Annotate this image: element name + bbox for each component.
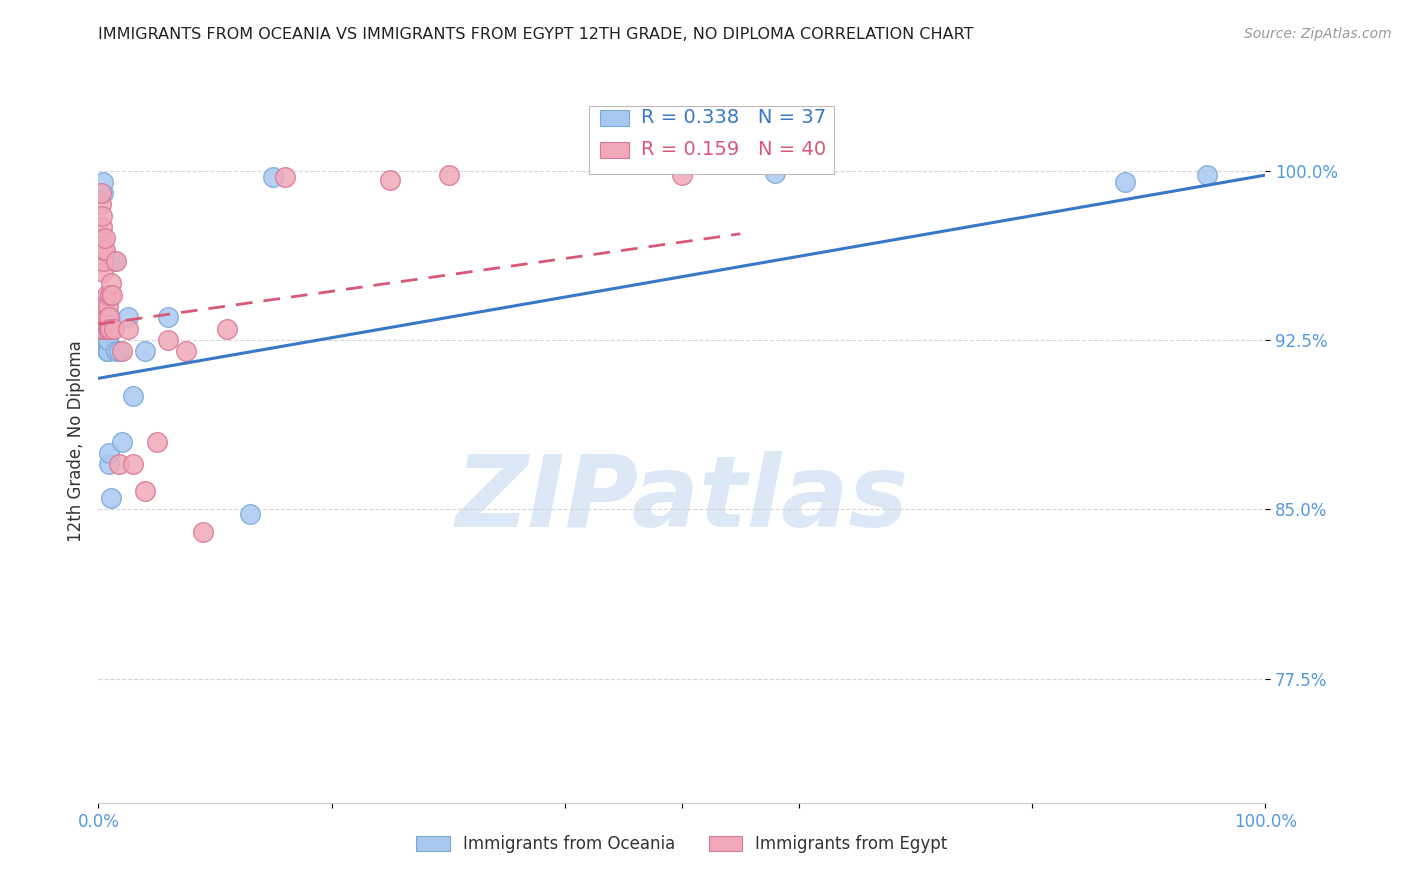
Point: [96, 310, 118, 325]
Point: [90, 310, 112, 325]
Text: IMMIGRANTS FROM OCEANIA VS IMMIGRANTS FROM EGYPT 12TH GRADE, NO DIPLOMA CORRELAT: IMMIGRANTS FROM OCEANIA VS IMMIGRANTS FR…: [98, 27, 974, 42]
Point: [93, 321, 115, 335]
Legend: Immigrants from Oceania, Immigrants from Egypt: Immigrants from Oceania, Immigrants from…: [409, 828, 955, 860]
Point: [157, 310, 180, 325]
Point: [96, 333, 118, 347]
Point: [103, 253, 125, 268]
Point: [101, 287, 124, 301]
Point: [239, 507, 262, 521]
FancyBboxPatch shape: [600, 110, 630, 126]
Point: [157, 333, 180, 347]
Point: [104, 253, 127, 268]
Point: [763, 166, 786, 180]
Point: [94, 310, 117, 325]
Point: [103, 321, 125, 335]
Point: [98, 287, 121, 301]
Point: [97, 344, 120, 359]
Point: [97, 299, 120, 313]
Point: [108, 344, 131, 359]
Point: [93, 299, 115, 313]
Point: [117, 321, 139, 335]
Point: [101, 253, 124, 268]
Point: [117, 310, 139, 325]
Point: [111, 344, 134, 359]
Point: [1195, 168, 1218, 182]
Point: [671, 168, 693, 182]
Point: [96, 287, 118, 301]
Point: [90, 299, 112, 313]
FancyBboxPatch shape: [600, 142, 630, 158]
Point: [97, 310, 120, 325]
Point: [262, 170, 284, 185]
Point: [97, 457, 120, 471]
Point: [91, 243, 114, 257]
Point: [90, 333, 112, 347]
Point: [94, 231, 117, 245]
Point: [93, 299, 115, 313]
Point: [91, 265, 114, 279]
Point: [90, 321, 112, 335]
Point: [100, 277, 122, 291]
Point: [274, 170, 297, 185]
Point: [89, 321, 111, 335]
Point: [104, 344, 127, 359]
Point: [94, 321, 117, 335]
Point: [122, 457, 145, 471]
Point: [97, 446, 120, 460]
Point: [97, 321, 120, 335]
Text: R = 0.338   N = 37: R = 0.338 N = 37: [641, 108, 827, 128]
Point: [90, 186, 112, 201]
Point: [93, 321, 115, 335]
Text: ZIPatlas: ZIPatlas: [456, 450, 908, 548]
Point: [96, 344, 118, 359]
Point: [134, 484, 156, 499]
Point: [134, 344, 156, 359]
Point: [122, 389, 145, 403]
Point: [215, 321, 238, 335]
Point: [90, 209, 112, 223]
Point: [91, 253, 114, 268]
Point: [98, 310, 121, 325]
Point: [98, 321, 121, 335]
Point: [97, 333, 120, 347]
Point: [146, 434, 169, 449]
Point: [94, 243, 117, 257]
Point: [380, 172, 402, 186]
Point: [111, 434, 134, 449]
Point: [108, 457, 131, 471]
Point: [90, 220, 112, 235]
Point: [1114, 175, 1136, 189]
Point: [90, 197, 112, 211]
Point: [437, 168, 460, 182]
Point: [90, 310, 112, 325]
Point: [93, 310, 115, 325]
Point: [91, 175, 114, 189]
Point: [98, 321, 121, 335]
Point: [100, 491, 122, 505]
Point: [91, 186, 114, 201]
Point: [90, 231, 112, 245]
Y-axis label: 12th Grade, No Diploma: 12th Grade, No Diploma: [66, 341, 84, 542]
Point: [193, 524, 215, 539]
Point: [89, 299, 111, 313]
Point: [97, 321, 120, 335]
FancyBboxPatch shape: [589, 105, 834, 174]
Point: [89, 321, 111, 335]
Point: [94, 333, 117, 347]
Point: [174, 344, 197, 359]
Text: Source: ZipAtlas.com: Source: ZipAtlas.com: [1244, 27, 1392, 41]
Text: R = 0.159   N = 40: R = 0.159 N = 40: [641, 140, 827, 159]
